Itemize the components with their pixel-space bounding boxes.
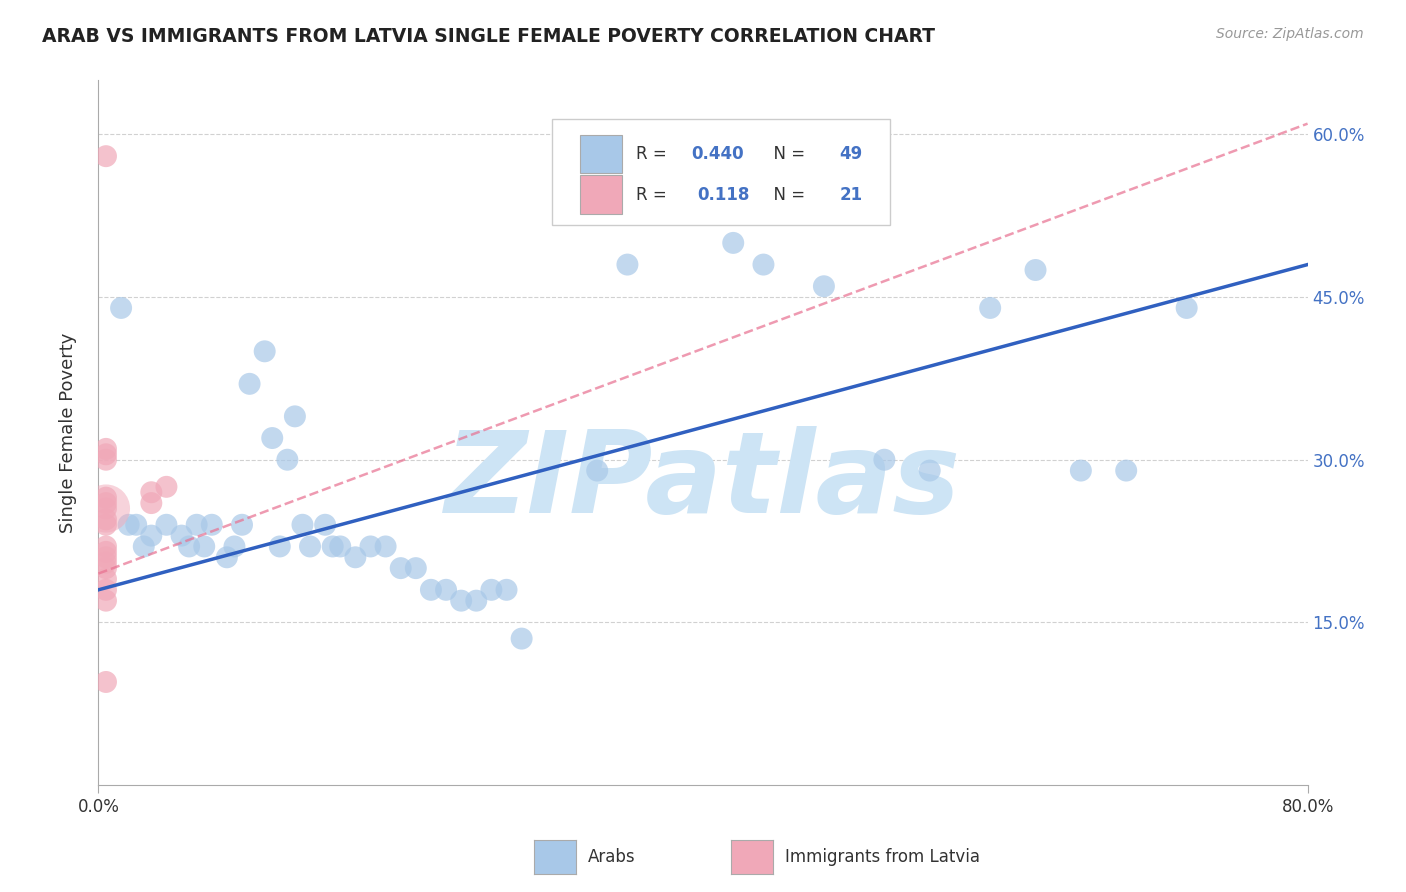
Point	[110, 301, 132, 315]
Point	[1175, 301, 1198, 315]
Point	[94, 517, 117, 532]
Point	[262, 431, 284, 445]
Text: N =: N =	[763, 145, 811, 163]
Point	[314, 517, 336, 532]
Text: ARAB VS IMMIGRANTS FROM LATVIA SINGLE FEMALE POVERTY CORRELATION CHART: ARAB VS IMMIGRANTS FROM LATVIA SINGLE FE…	[42, 27, 935, 45]
Point	[465, 593, 488, 607]
Point	[94, 675, 117, 690]
Point	[231, 517, 253, 532]
Point	[125, 517, 148, 532]
Point	[450, 593, 472, 607]
Point	[329, 540, 352, 554]
Point	[94, 582, 117, 597]
Point	[94, 501, 117, 516]
Point	[434, 582, 457, 597]
Point	[155, 517, 177, 532]
Text: R =: R =	[637, 186, 678, 204]
Point	[510, 632, 533, 646]
Point	[94, 447, 117, 461]
Point	[586, 464, 609, 478]
Point	[1115, 464, 1137, 478]
Text: 21: 21	[839, 186, 863, 204]
Point	[141, 485, 163, 500]
Point	[873, 452, 896, 467]
Point	[979, 301, 1001, 315]
Point	[253, 344, 276, 359]
Text: ZIPatlas: ZIPatlas	[444, 426, 962, 538]
Point	[155, 480, 177, 494]
Point	[94, 496, 117, 510]
Point	[276, 452, 298, 467]
Point	[94, 593, 117, 607]
Point	[224, 540, 246, 554]
Point	[94, 491, 117, 505]
Text: 0.118: 0.118	[697, 186, 749, 204]
Point	[752, 258, 775, 272]
Point	[813, 279, 835, 293]
Point	[94, 501, 117, 516]
Point	[94, 550, 117, 565]
Point	[193, 540, 215, 554]
Point	[141, 528, 163, 542]
Point	[481, 582, 503, 597]
Point	[389, 561, 412, 575]
Point	[94, 452, 117, 467]
Point	[1070, 464, 1092, 478]
Point	[344, 550, 367, 565]
FancyBboxPatch shape	[551, 119, 890, 225]
Point	[299, 540, 322, 554]
Point	[94, 442, 117, 456]
Text: 0.440: 0.440	[690, 145, 744, 163]
Point	[94, 512, 117, 526]
Point	[118, 517, 141, 532]
FancyBboxPatch shape	[579, 176, 621, 214]
Point	[94, 556, 117, 570]
Text: 49: 49	[839, 145, 863, 163]
Point	[141, 496, 163, 510]
Point	[170, 528, 193, 542]
Point	[94, 545, 117, 559]
Text: R =: R =	[637, 145, 672, 163]
Point	[179, 540, 201, 554]
Point	[723, 235, 745, 250]
Point	[94, 572, 117, 586]
Point	[186, 517, 208, 532]
Point	[94, 561, 117, 575]
Point	[269, 540, 291, 554]
Text: Source: ZipAtlas.com: Source: ZipAtlas.com	[1216, 27, 1364, 41]
Point	[1024, 263, 1046, 277]
Point	[405, 561, 427, 575]
Point	[420, 582, 443, 597]
Point	[239, 376, 262, 391]
Text: Immigrants from Latvia: Immigrants from Latvia	[785, 848, 980, 866]
Point	[291, 517, 314, 532]
Point	[918, 464, 941, 478]
Point	[360, 540, 382, 554]
FancyBboxPatch shape	[579, 135, 621, 173]
Text: N =: N =	[763, 186, 811, 204]
Point	[132, 540, 155, 554]
Point	[201, 517, 224, 532]
Point	[495, 582, 517, 597]
Point	[374, 540, 396, 554]
Point	[94, 540, 117, 554]
Point	[322, 540, 344, 554]
Point	[616, 258, 638, 272]
Text: Arabs: Arabs	[588, 848, 636, 866]
Y-axis label: Single Female Poverty: Single Female Poverty	[59, 333, 77, 533]
Point	[215, 550, 238, 565]
Point	[284, 409, 307, 424]
Point	[94, 149, 117, 163]
